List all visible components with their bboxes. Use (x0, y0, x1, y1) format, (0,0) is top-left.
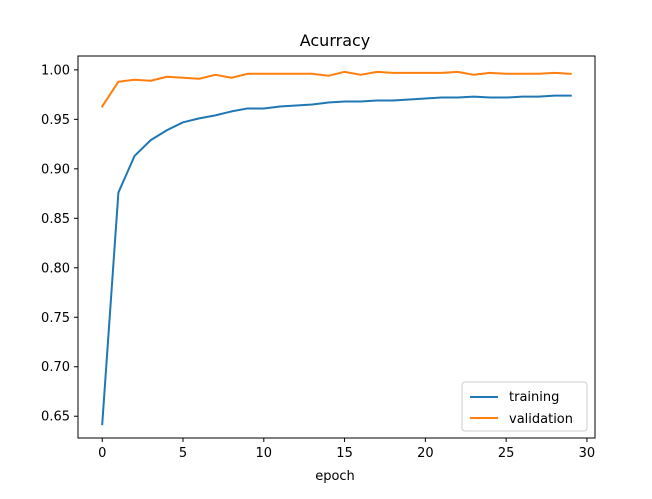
x-tick-label: 25 (498, 446, 515, 461)
series-lines (100, 70, 572, 426)
legend: training validation (461, 381, 588, 432)
series-line-training (101, 94, 572, 426)
x-tick-label: 10 (256, 446, 273, 461)
series-line-validation (100, 70, 572, 108)
plot-area-frame (77, 55, 596, 439)
x-axis-ticks: 0 5 10 15 20 25 30 (98, 438, 595, 461)
x-tick-label: 30 (579, 446, 596, 461)
y-tick-label: 0.90 (41, 162, 70, 177)
x-tick-label: 0 (98, 446, 106, 461)
legend-label-training: training (509, 390, 559, 405)
chart-title: Acurracy (300, 31, 371, 50)
legend-label-validation: validation (509, 412, 573, 427)
y-tick-label: 0.70 (41, 360, 70, 375)
x-axis-title: epoch (315, 469, 355, 484)
y-tick-label: 0.75 (41, 311, 70, 326)
x-tick-label: 5 (179, 446, 187, 461)
y-tick-label: 0.95 (41, 113, 70, 128)
x-tick-label: 15 (336, 446, 353, 461)
y-axis-ticks: 0.65 0.70 0.75 0.80 0.85 0.90 0.95 1.00 (41, 63, 78, 425)
y-tick-label: 1.00 (41, 63, 70, 78)
y-tick-label: 0.85 (41, 212, 70, 227)
y-tick-label: 0.80 (41, 261, 70, 276)
x-tick-label: 20 (417, 446, 434, 461)
y-tick-label: 0.65 (41, 410, 70, 425)
